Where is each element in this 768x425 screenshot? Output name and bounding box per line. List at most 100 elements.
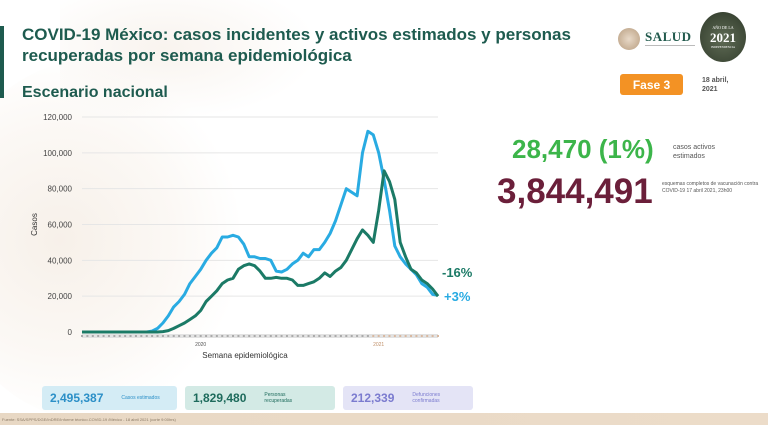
x-tick <box>97 335 100 337</box>
x-tick <box>113 335 116 337</box>
x-tick <box>410 335 413 337</box>
x-year-label: 2021 <box>373 342 384 348</box>
logo-subtext <box>645 45 695 49</box>
emblem-top-text: AÑO DE LA <box>712 24 734 30</box>
x-tick <box>275 335 278 337</box>
x-tick <box>291 335 294 337</box>
x-tick <box>226 335 229 337</box>
x-tick <box>356 335 359 337</box>
x-tick <box>188 335 191 337</box>
x-year-label: 2020 <box>195 342 206 348</box>
x-tick <box>329 335 332 337</box>
deaths-value: 212,339 <box>351 391 395 405</box>
x-tick <box>377 335 380 337</box>
y-tick-label: 20,000 <box>48 292 73 301</box>
x-tick <box>318 335 321 337</box>
annotation-recovered-change: -16% <box>442 265 473 280</box>
deaths-card: 212,339 Defunciones confirmadas <box>343 386 473 410</box>
x-tick <box>350 335 353 337</box>
annotation-estimated-change: +3% <box>444 289 471 304</box>
x-tick <box>437 335 439 337</box>
summary-cards: 2,495,387 Casos estimados 1,829,480 Pers… <box>42 386 473 410</box>
y-tick-label: 80,000 <box>48 185 73 194</box>
x-tick <box>285 335 288 337</box>
source-footer: Fuente: SSA/SPPS/DGE/InDRE/Informe técni… <box>0 413 768 425</box>
x-tick <box>199 335 202 337</box>
x-tick <box>81 335 83 337</box>
x-tick <box>140 335 143 337</box>
report-date-line1: 18 abril, <box>702 77 729 84</box>
x-tick <box>194 335 197 337</box>
y-tick-label: 40,000 <box>48 256 73 265</box>
x-tick <box>237 335 240 337</box>
series-line-estimated <box>82 129 439 334</box>
independence-2021-emblem: AÑO DE LA 2021 INDEPENDENCIA <box>700 12 746 62</box>
y-tick-labels: 0 20,000 40,000 60,000 80,000 100,000 120,000 <box>43 113 72 337</box>
emblem-bottom-text: INDEPENDENCIA <box>710 44 736 49</box>
x-tick <box>323 335 326 337</box>
recovered-label: Personas recuperadas <box>264 392 293 404</box>
y-tick-label: 60,000 <box>48 221 73 230</box>
x-tick <box>134 335 137 337</box>
recovered-value: 1,829,480 <box>193 391 247 405</box>
x-tick <box>420 335 423 337</box>
x-tick <box>102 335 105 337</box>
x-tick <box>334 335 337 337</box>
x-tick <box>248 335 251 337</box>
x-tick <box>404 335 407 337</box>
estimated-cases-value: 2,495,387 <box>50 391 104 405</box>
x-tick <box>145 335 148 337</box>
x-tick <box>264 335 267 337</box>
x-tick <box>151 335 154 337</box>
report-date: 18 abril, 2021 <box>702 76 728 94</box>
x-tick <box>210 335 213 337</box>
x-tick <box>372 335 375 337</box>
x-tick <box>393 335 396 337</box>
x-tick <box>86 335 89 337</box>
series-line-recovered <box>82 169 440 334</box>
x-tick <box>205 335 208 337</box>
page-title: COVID-19 México: casos incidentes y acti… <box>22 25 571 65</box>
x-tick <box>178 335 181 337</box>
x-tick <box>383 335 386 337</box>
y-tick-label: 100,000 <box>43 149 72 158</box>
deaths-label: Defunciones confirmadas <box>412 392 441 404</box>
x-tick <box>242 335 245 337</box>
x-tick <box>107 335 110 337</box>
background-decoration-top <box>60 0 320 120</box>
emblem-year: 2021 <box>710 29 736 45</box>
report-date-line2: 2021 <box>702 86 718 93</box>
x-tick <box>124 335 127 337</box>
x-tick <box>129 335 132 337</box>
x-axis-label: Semana epidemiológica <box>202 351 288 360</box>
x-tick <box>221 335 224 337</box>
x-tick <box>345 335 348 337</box>
cases-chart-svg: 020,00040,00060,00080,000100,000120,000 … <box>30 113 473 360</box>
logo-text: SALUD <box>645 29 692 44</box>
salud-logo: SALUD <box>618 28 695 50</box>
series-layer <box>82 129 440 334</box>
recovered-card: 1,829,480 Personas recuperadas <box>185 386 335 410</box>
x-tick <box>259 335 261 337</box>
y-tick-label: 0 <box>68 328 73 337</box>
mexico-seal-icon <box>618 28 640 50</box>
x-tick <box>183 335 186 337</box>
phase-badge: Fase 3 <box>620 74 683 95</box>
cases-chart: 0 20,000 40,000 60,000 80,000 100,000 120,000 … <box>0 105 500 365</box>
x-tick <box>232 335 235 337</box>
x-tick <box>215 335 218 337</box>
x-tick <box>312 335 315 337</box>
title-accent-bar <box>0 26 4 98</box>
y-tick-label: 120,000 <box>43 113 72 122</box>
x-tick <box>118 335 121 337</box>
x-tick <box>91 335 94 337</box>
x-tick <box>296 335 299 337</box>
active-cases-label: casos activos estimados <box>673 144 716 160</box>
y-axis-label: Casos <box>30 213 39 236</box>
x-tick <box>269 335 272 337</box>
x-tick <box>307 335 310 337</box>
x-tick <box>172 335 175 337</box>
x-tick <box>167 335 170 337</box>
background-decoration <box>0 60 240 420</box>
estimated-cases-card: 2,495,387 Casos estimados <box>42 386 177 410</box>
